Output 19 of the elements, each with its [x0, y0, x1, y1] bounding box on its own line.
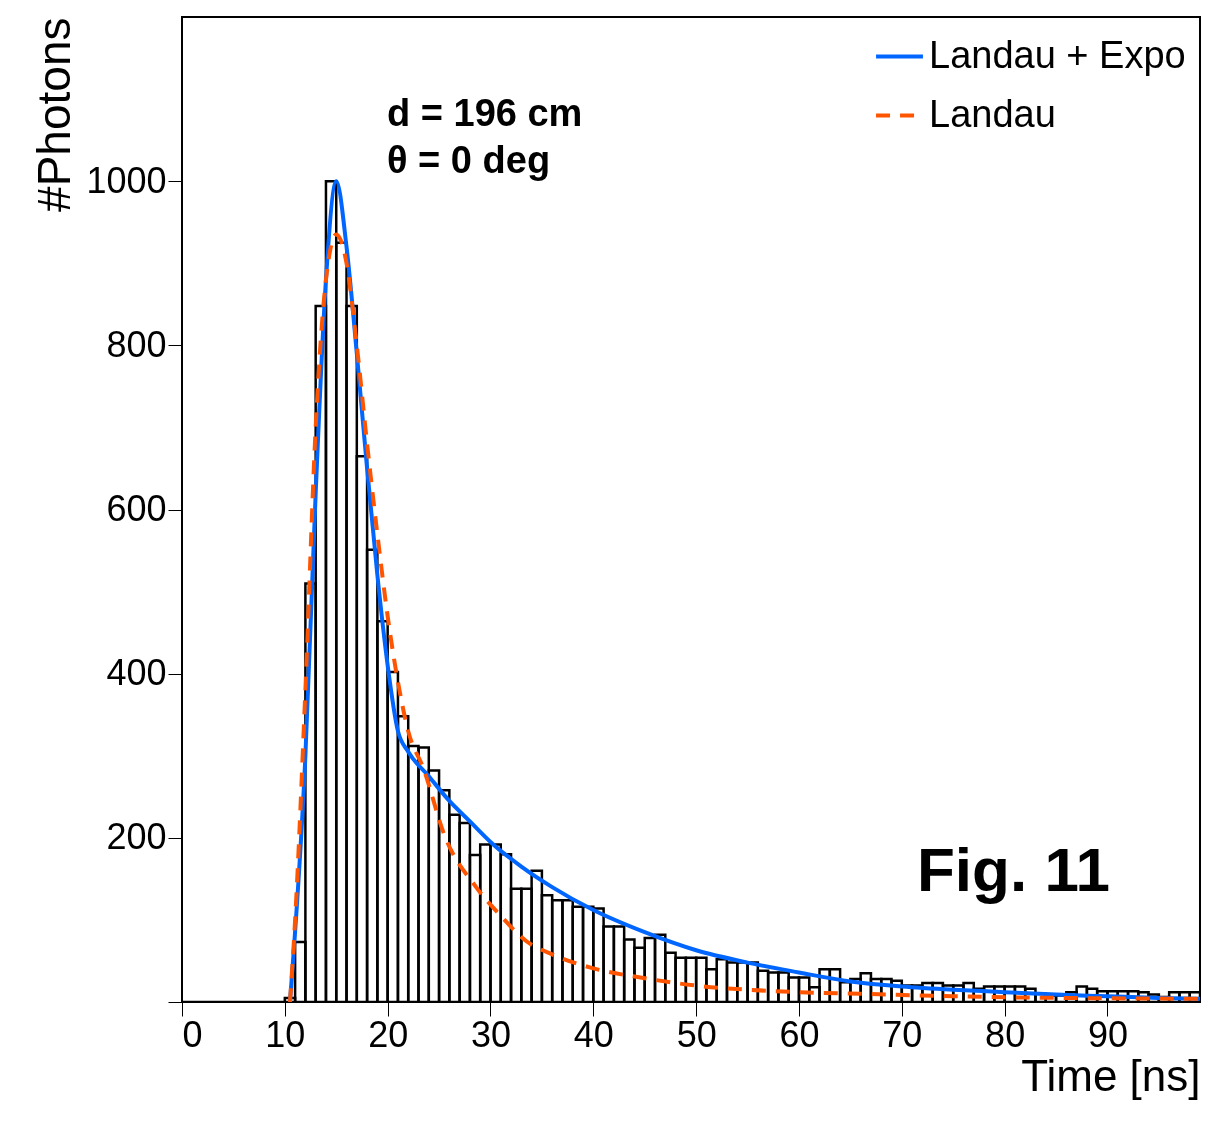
y-axis-title: #Photons	[28, 17, 81, 212]
x-tick-label: 50	[676, 1013, 717, 1055]
x-tick-label: 30	[470, 1013, 512, 1055]
x-tick-label: 70	[882, 1013, 923, 1055]
annotation: d = 196 cm	[387, 92, 583, 134]
x-tick-label: 20	[368, 1013, 409, 1055]
legend-label: Landau	[929, 92, 1056, 135]
y-tick-label: 400	[106, 652, 167, 694]
y-tick-label: 200	[106, 816, 167, 858]
x-tick-label: 10	[265, 1013, 306, 1055]
legend-label: Landau + Expo	[929, 33, 1186, 76]
x-tick-label: 60	[779, 1013, 820, 1055]
x-tick-label: 0	[182, 1013, 203, 1055]
annotation: θ = 0 deg	[387, 139, 551, 181]
y-tick-label: 800	[106, 323, 167, 365]
y-tick-label: 600	[106, 488, 167, 529]
x-tick-label: 40	[573, 1013, 614, 1055]
y-tick-label: 1000	[86, 159, 167, 201]
annotation: Fig. 11	[917, 835, 1110, 904]
